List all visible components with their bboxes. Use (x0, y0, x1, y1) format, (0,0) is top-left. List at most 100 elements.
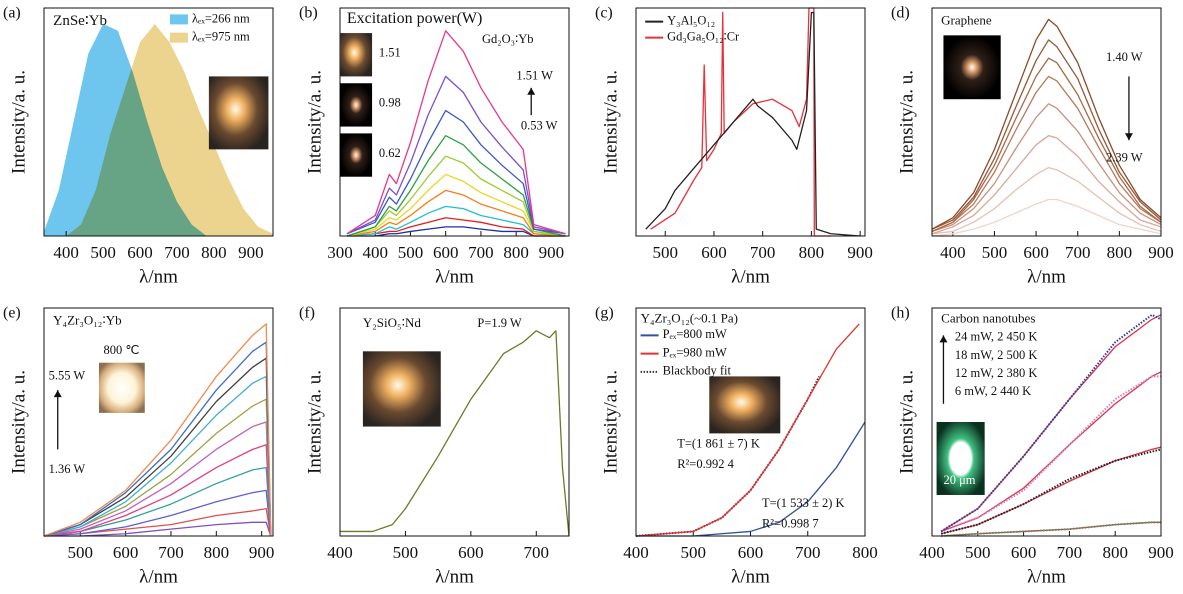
y-axis-label: Intensity/a. u. (8, 70, 29, 174)
inset-photo (208, 76, 269, 150)
x-tick-label: 500 (652, 243, 678, 262)
line (931, 135, 1162, 235)
panel: (h) Intensity/a. u. λ/nm 400 500 600 700 800 900… (891, 305, 1174, 588)
line (43, 341, 272, 537)
x-tick-label: 700 (750, 243, 776, 262)
x-tick-label: 600 (1011, 543, 1037, 562)
legend-label: Blackbody fit (663, 364, 732, 378)
panel-title: Y₄Zr₃O₁₂∶Yb (53, 313, 121, 328)
line (940, 375, 1161, 533)
annotation: 12 mW, 2 380 K (955, 366, 1038, 380)
y-axis-label: Intensity/a. u. (896, 370, 917, 474)
x-tick-label: 800 (503, 243, 529, 262)
line (931, 166, 1162, 235)
arrow-head (527, 87, 536, 95)
x-tick-label: 500 (982, 243, 1008, 262)
panel-title: Graphene (941, 13, 992, 28)
x-tick-label: 500 (393, 543, 419, 562)
x-tick-label: 900 (249, 543, 275, 562)
line (346, 189, 566, 237)
line (346, 75, 566, 235)
axes-frame (339, 307, 570, 537)
panel-label: (d) (891, 5, 910, 22)
y-axis-label: Intensity/a. u. (600, 370, 621, 474)
legend-swatch (169, 14, 188, 25)
x-tick-label: 600 (1023, 243, 1049, 262)
x-tick-label: 500 (90, 243, 116, 262)
x-tick-label: 700 (164, 243, 190, 262)
panel: (c) Intensity/a. u. λ/nm 500 600 700 800 900 Y₃A… (595, 5, 873, 288)
x-axis-label: λ/nm (731, 266, 770, 287)
annotation: 2.39 W (1106, 150, 1143, 164)
line (43, 444, 272, 537)
annotation: R²=0.992 4 (677, 457, 734, 471)
x-tick-label: 800 (201, 243, 227, 262)
inset-photo (936, 422, 985, 495)
axes-frame (635, 7, 866, 237)
x-tick-label: 400 (623, 543, 649, 562)
x-tick-label: 700 (1057, 543, 1083, 562)
x-tick-label: 800 (1107, 243, 1133, 262)
line (346, 135, 566, 237)
panel: (b) Intensity/a. u. λ/nm 300 400 500 600 700 800… (299, 5, 570, 287)
line (346, 217, 566, 237)
x-tick-label: 800 (1102, 543, 1128, 562)
annotation: T=(1 533 ± 2) K (762, 496, 845, 510)
y-axis-label: Intensity/a. u. (600, 70, 621, 174)
x-tick-label: 700 (795, 543, 821, 562)
x-tick-label: 600 (738, 543, 764, 562)
annotation: 18 mW, 2 500 K (955, 348, 1038, 362)
line (43, 375, 272, 537)
x-axis-label: λ/nm (139, 566, 178, 587)
legend-label: Y₃Al₅O₁₂ (667, 14, 715, 28)
plot-area (346, 30, 566, 237)
x-tick-label: 900 (1148, 243, 1174, 262)
panel-label: (g) (595, 305, 614, 322)
panel-title: Carbon nanotubes (941, 310, 1035, 325)
axes-frame (43, 7, 274, 237)
x-tick-label: 800 (852, 543, 878, 562)
legend-label: Pₑₓ=800 mW (663, 327, 727, 341)
line (346, 109, 566, 235)
x-axis-label: λ/nm (1027, 566, 1066, 587)
annotation: 20 μm (943, 473, 975, 487)
panel-label: (a) (3, 5, 21, 22)
annotation: 800 ℃ (104, 343, 140, 357)
line (43, 421, 272, 537)
line (931, 75, 1162, 233)
x-tick-label: 700 (158, 543, 184, 562)
panel: (a) Intensity/a. u. λ/nm 400 500 600 700 800 900… (3, 5, 274, 287)
panel-label: (h) (891, 305, 910, 322)
panel: (f) Intensity/a. u. λ/nm 400 500 600 700 Y₂SiO₅… (299, 305, 570, 587)
x-tick-label: 500 (398, 243, 424, 262)
annotation: 24 mW, 2 450 K (955, 330, 1038, 344)
x-axis-label: λ/nm (139, 266, 178, 287)
annotation: 1.36 W (49, 462, 86, 476)
x-tick-label: 300 (327, 243, 353, 262)
y-axis-label: Intensity/a. u. (8, 370, 29, 474)
inset-photo (943, 35, 1001, 100)
plot-area (340, 330, 570, 537)
annotation: 6 mW, 2 440 K (955, 384, 1031, 398)
annotation: 0.98 (379, 96, 401, 110)
x-tick-label: 800 (204, 543, 230, 562)
line (940, 313, 1162, 533)
annotation: T=(1 861 ± 7) K (677, 437, 760, 451)
annotation: 1.51 (379, 45, 401, 59)
x-tick-label: 500 (681, 543, 707, 562)
plot-area (44, 23, 274, 237)
panel-label: (f) (299, 305, 315, 322)
x-tick-label: 400 (327, 543, 353, 562)
line (931, 18, 1162, 230)
plot-area (940, 313, 1162, 537)
x-axis-label: λ/nm (435, 266, 474, 287)
x-tick-label: 400 (53, 243, 79, 262)
line (941, 446, 1162, 535)
x-tick-label: 500 (68, 543, 94, 562)
x-tick-label: 900 (238, 243, 264, 262)
annotation: P=1.9 W (477, 316, 522, 330)
line (346, 205, 566, 237)
plot-area (931, 18, 1162, 237)
line (43, 398, 272, 537)
legend-swatch (169, 32, 188, 43)
